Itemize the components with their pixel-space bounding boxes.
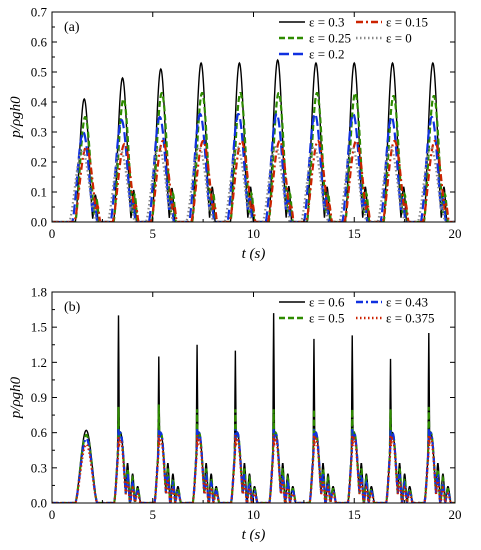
legend-label-1: ε = 0.25 xyxy=(309,31,351,46)
y-tick-label: 0.4 xyxy=(31,95,48,110)
series-line-3 xyxy=(52,434,455,503)
x-tick-label: 10 xyxy=(247,507,260,522)
y-tick-label: 0.6 xyxy=(31,425,48,440)
series-line-3 xyxy=(52,139,455,222)
y-axis-title: p/ρgh0 xyxy=(8,96,24,139)
series-line-2 xyxy=(52,112,455,222)
y-tick-label: 0.3 xyxy=(31,125,47,140)
panel-label: (a) xyxy=(64,20,80,35)
x-axis-title: t (s) xyxy=(242,527,266,543)
legend-label-4: ε = 0 xyxy=(386,31,412,46)
y-tick-label: 0.0 xyxy=(31,215,47,230)
x-tick-label: 15 xyxy=(348,507,361,522)
x-tick-label: 0 xyxy=(49,507,56,522)
series-line-4 xyxy=(52,145,455,222)
legend-label-0: ε = 0.6 xyxy=(309,295,345,310)
y-tick-label: 0.6 xyxy=(31,35,48,50)
legend-label-1: ε = 0.5 xyxy=(309,311,345,326)
y-tick-label: 0.5 xyxy=(31,65,47,80)
series-line-1 xyxy=(52,92,455,222)
x-tick-label: 15 xyxy=(348,226,361,241)
series-line-1 xyxy=(52,404,455,503)
y-tick-label: 1.5 xyxy=(31,320,47,335)
y-tick-label: 0.0 xyxy=(31,496,47,511)
legend-label-3: ε = 0.375 xyxy=(386,311,435,326)
legend-label-2: ε = 0.2 xyxy=(309,47,345,62)
x-tick-label: 10 xyxy=(247,226,260,241)
plot-area xyxy=(52,58,455,222)
legend-label-0: ε = 0.3 xyxy=(309,15,345,30)
x-tick-label: 5 xyxy=(150,226,157,241)
series-line-0 xyxy=(52,313,455,503)
panel-label: (b) xyxy=(64,300,81,315)
legend-label-3: ε = 0.15 xyxy=(386,15,428,30)
plot-area xyxy=(52,313,455,503)
y-tick-label: 0.1 xyxy=(31,185,47,200)
x-tick-label: 20 xyxy=(449,507,462,522)
x-tick-label: 20 xyxy=(449,226,462,241)
y-tick-label: 1.2 xyxy=(31,355,47,370)
y-axis-title: p/ρgh0 xyxy=(8,376,24,419)
y-tick-label: 0.2 xyxy=(31,155,47,170)
x-axis-title: t (s) xyxy=(242,246,266,262)
panel-b-chart: 0 5 10 15 20 0.0 0.3 0.6 0.9 1.2 1.5 1.8 t (s) p/ρgh0… xyxy=(8,285,462,544)
panel-a-chart: 0 5 10 15 20 0.0 0.1 0.2 0.3 0.4 0.5 0.6 0.7 t (s) p/ρ… xyxy=(8,5,462,263)
y-tick-label: 0.7 xyxy=(31,5,48,20)
y-tick-label: 0.9 xyxy=(31,390,47,405)
x-tick-label: 0 xyxy=(49,226,56,241)
y-tick-label: 1.8 xyxy=(31,285,47,300)
legend-label-2: ε = 0.43 xyxy=(386,295,428,310)
x-tick-label: 5 xyxy=(150,507,157,522)
y-tick-label: 0.3 xyxy=(31,460,47,475)
